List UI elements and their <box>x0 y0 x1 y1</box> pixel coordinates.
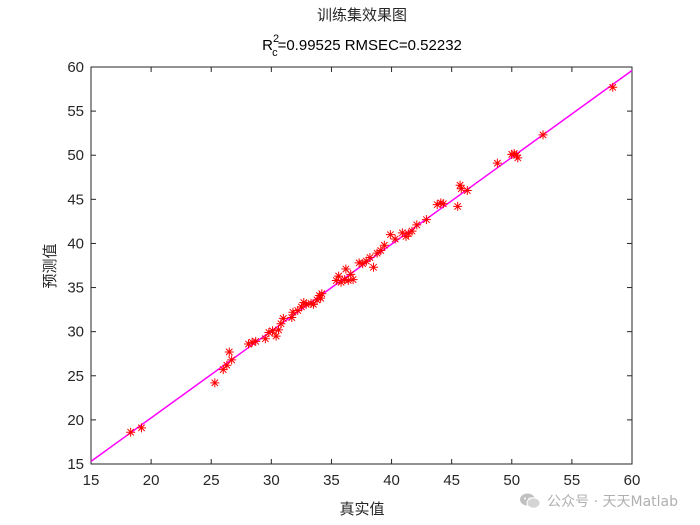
x-tick-label: 40 <box>383 472 400 489</box>
y-tick-label: 25 <box>67 368 84 385</box>
x-tick-label: 50 <box>503 472 520 489</box>
data-point <box>251 336 261 346</box>
data-point <box>271 331 281 341</box>
watermark-text: 公众号 · 天天Matlab <box>547 494 678 510</box>
x-tick-label: 15 <box>83 472 100 489</box>
data-point <box>390 234 400 244</box>
subtitle-r-subscript: c <box>272 47 278 59</box>
chart-title: 训练集效果图 <box>317 6 407 24</box>
data-point <box>308 299 318 309</box>
y-tick-label: 45 <box>67 191 84 208</box>
data-point <box>316 293 326 303</box>
data-point <box>361 256 371 266</box>
x-tick-label: 35 <box>323 472 340 489</box>
wechat-icon <box>520 493 541 509</box>
data-point <box>436 198 446 208</box>
x-tick-label: 55 <box>564 472 581 489</box>
data-point <box>136 423 146 433</box>
data-point <box>358 259 368 269</box>
y-tick-label: 50 <box>67 147 84 164</box>
data-point <box>293 305 303 315</box>
data-point <box>397 228 407 238</box>
y-tick-label: 60 <box>67 59 84 76</box>
data-point <box>365 253 375 263</box>
data-point <box>513 153 523 163</box>
subtitle-metrics: =0.99525 RMSEC=0.52232 <box>278 37 462 54</box>
data-point <box>301 299 311 309</box>
data-points <box>126 82 618 437</box>
data-point <box>260 334 270 344</box>
data-point <box>456 184 466 194</box>
x-tick-label: 20 <box>143 472 160 489</box>
y-tick-label: 55 <box>67 103 84 120</box>
data-point <box>227 355 237 365</box>
x-tick-label: 60 <box>624 472 641 489</box>
data-point <box>278 313 288 323</box>
data-point <box>224 347 234 357</box>
data-point <box>453 201 463 211</box>
y-tick-label: 15 <box>67 456 84 473</box>
chart-subtitle: R2 c=0.99525 RMSEC=0.52232 <box>262 33 462 59</box>
data-point <box>492 158 502 168</box>
x-axis-title: 真实值 <box>339 500 384 518</box>
data-point <box>354 258 364 268</box>
data-point <box>296 302 306 312</box>
y-tick-label: 30 <box>67 324 84 341</box>
data-point <box>336 277 346 287</box>
x-axis: 15 20 25 30 35 40 45 50 55 60 <box>83 67 641 489</box>
data-point <box>538 130 548 140</box>
x-tick-label: 30 <box>263 472 280 489</box>
data-point <box>312 295 322 305</box>
data-point <box>268 326 278 336</box>
x-tick-label: 25 <box>203 472 220 489</box>
data-point <box>348 275 358 285</box>
data-point <box>455 180 465 190</box>
data-point <box>512 150 522 160</box>
data-point <box>412 220 422 230</box>
data-point <box>341 264 351 274</box>
data-point <box>317 289 327 299</box>
data-point <box>608 82 618 92</box>
data-point <box>274 325 284 335</box>
data-point <box>264 328 274 338</box>
data-point <box>385 230 395 240</box>
data-point <box>438 199 448 209</box>
data-point <box>126 427 136 437</box>
data-point <box>403 229 413 239</box>
data-point <box>247 337 257 347</box>
y-tick-label: 35 <box>67 280 84 297</box>
data-point <box>346 269 356 279</box>
data-point <box>306 298 316 308</box>
data-point <box>218 365 228 375</box>
data-point <box>334 271 344 281</box>
watermark: 公众号 · 天天Matlab <box>519 491 678 511</box>
data-point <box>376 246 386 256</box>
data-point <box>421 215 431 225</box>
data-point <box>432 200 442 210</box>
y-axis: 15 20 25 30 35 40 45 50 55 60 <box>67 59 632 473</box>
data-point <box>288 307 298 317</box>
data-point <box>507 149 517 159</box>
data-point <box>343 275 353 285</box>
data-point <box>372 248 382 258</box>
subtitle-r: R <box>262 37 273 54</box>
data-point <box>407 226 417 236</box>
data-point <box>379 240 389 250</box>
data-point <box>287 313 297 323</box>
subtitle-r-superscript: 2 <box>273 33 279 45</box>
y-axis-title: 预测值 <box>41 243 59 288</box>
data-point <box>210 378 220 388</box>
data-point <box>276 319 286 329</box>
data-point <box>340 275 350 285</box>
data-point <box>243 339 253 349</box>
data-point <box>222 360 232 370</box>
y-tick-label: 20 <box>67 412 84 429</box>
x-tick-label: 45 <box>443 472 460 489</box>
data-point <box>369 262 379 272</box>
data-point <box>462 186 472 196</box>
y-tick-label: 40 <box>67 235 84 252</box>
data-point <box>331 275 341 285</box>
